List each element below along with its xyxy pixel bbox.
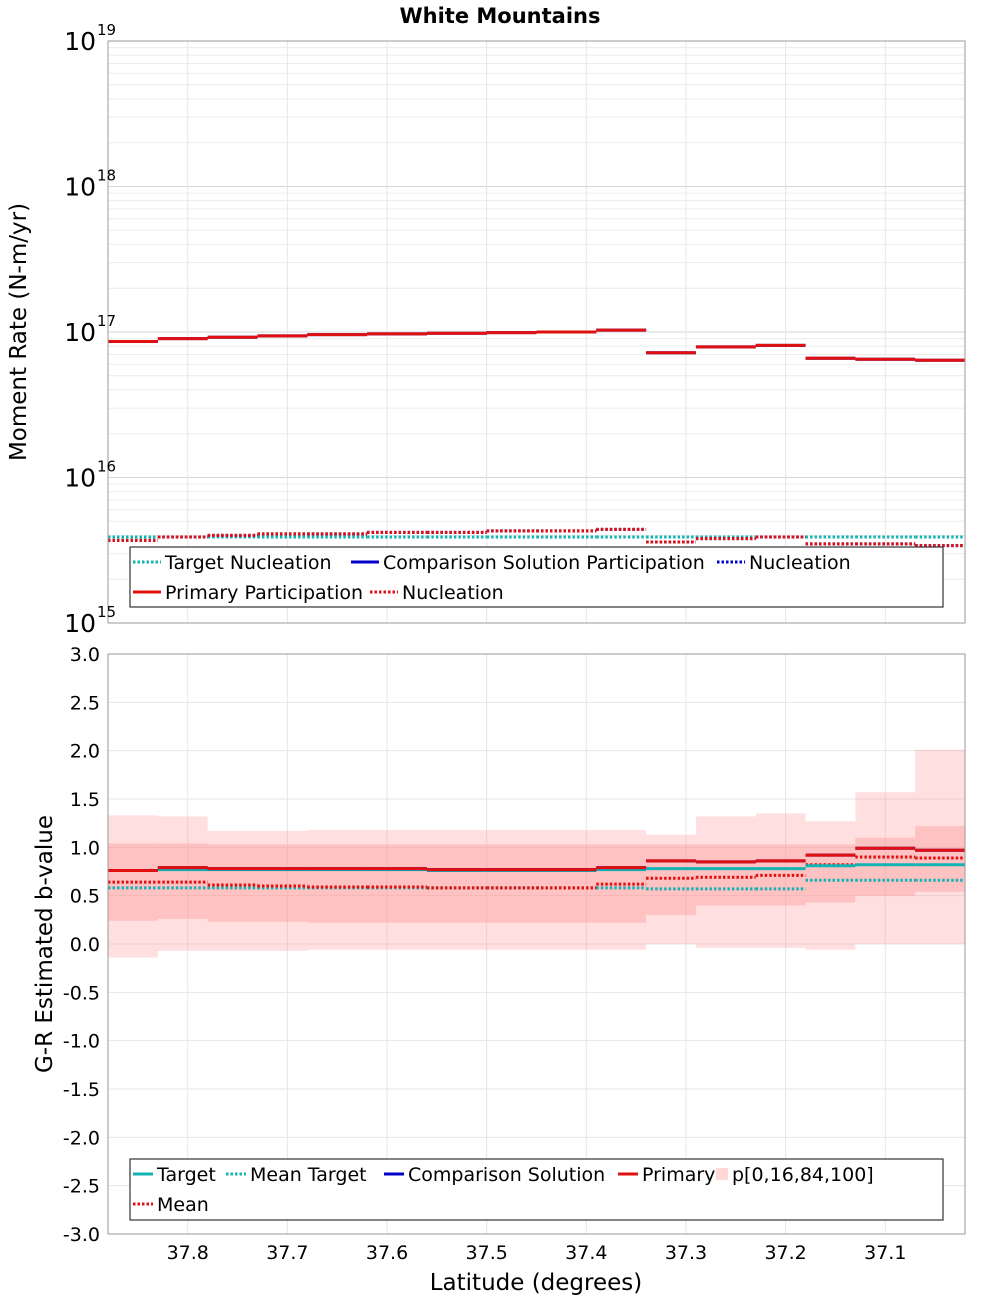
band-inner — [307, 844, 368, 923]
bottom-x-tick-label: 37.8 — [167, 1242, 209, 1264]
band-outer — [536, 829, 597, 950]
legend-label: Comparison Solution Participation — [383, 552, 705, 574]
top-y-tick-label: 10 19 — [64, 21, 116, 56]
x-axis-label: Latitude (degrees) — [430, 1270, 643, 1296]
top-grid — [108, 40, 965, 624]
top-series-4 — [108, 527, 965, 548]
band-inner — [257, 844, 308, 922]
bottom-y-tick-label: 3.0 — [70, 644, 100, 666]
top-series — [108, 328, 965, 548]
top-y-tick-label: 10 15 — [64, 603, 116, 638]
bottom-series-3 — [108, 846, 965, 873]
band-outer — [805, 821, 856, 950]
top-y-axis-label: Moment Rate (N-m/yr) — [6, 203, 32, 461]
top-y-tick-exponent: 16 — [97, 458, 116, 476]
bottom-plot-frame — [107, 653, 966, 1235]
bottom-x-tick-label: 37.5 — [466, 1242, 508, 1264]
b-value-panel: -3.0 -2.5 -2.0 -1.5 -1.0 -0.5 0.0 0.5 1.0 1.5 2.0 2… — [32, 644, 966, 1296]
legend-label: Primary — [642, 1164, 715, 1186]
legend-label: p[0,16,84,100] — [732, 1164, 874, 1186]
top-y-tick-exponent: 19 — [97, 21, 116, 39]
bottom-y-axis-label: G-R Estimated b-value — [32, 815, 58, 1073]
legend-swatch — [716, 1168, 728, 1180]
band-inner — [695, 844, 756, 906]
top-y-tick-base: 10 — [64, 173, 96, 202]
top-y-tick-base: 10 — [64, 609, 96, 638]
band-outer — [755, 813, 806, 948]
top-legend-box — [129, 546, 944, 608]
top-y-tick-base: 10 — [64, 27, 96, 56]
band-outer — [367, 829, 427, 950]
bottom-x-tick-label: 37.4 — [565, 1242, 607, 1264]
legend-label: Nucleation — [402, 582, 504, 604]
bottom-x-tick-label: 37.2 — [764, 1242, 806, 1264]
bottom-x-tick-label: 37.6 — [366, 1242, 408, 1264]
bottom-y-ticks: -3.0 -2.5 -2.0 -1.5 -1.0 -0.5 0.0 0.5 1.0 1.5 2.0 2… — [63, 644, 100, 1246]
top-y-tick-label: 10 17 — [64, 312, 116, 347]
band-inner — [207, 844, 258, 922]
bottom-y-tick-label: 0.0 — [70, 934, 100, 956]
legend-label: Target Nucleation — [164, 552, 332, 574]
band-inner — [486, 844, 537, 923]
bottom-y-tick-label: -3.0 — [63, 1224, 100, 1246]
band-outer — [207, 830, 258, 951]
bottom-y-tick-label: 1.0 — [70, 837, 100, 859]
top-y-tick-exponent: 15 — [97, 603, 116, 621]
top-y-tick-label: 10 18 — [64, 167, 116, 202]
legend-label: Mean Target — [250, 1164, 367, 1186]
bottom-y-tick-label: -2.5 — [63, 1176, 100, 1198]
bottom-series — [108, 846, 965, 891]
band-inner — [426, 844, 487, 923]
bottom-x-tick-label: 37.3 — [665, 1242, 707, 1264]
band-inner — [536, 844, 597, 923]
band-outer — [695, 816, 756, 948]
legend-label: Comparison Solution — [408, 1164, 605, 1186]
top-y-tick-base: 10 — [64, 464, 96, 493]
bottom-y-tick-label: -2.0 — [63, 1127, 100, 1149]
bottom-y-tick-label: -0.5 — [63, 982, 100, 1004]
band-inner — [805, 844, 856, 903]
bottom-x-tick-label: 37.1 — [864, 1242, 906, 1264]
legend-label: Nucleation — [749, 552, 851, 574]
band-outer — [307, 829, 368, 950]
band-outer — [915, 749, 965, 944]
band-outer — [596, 829, 647, 950]
band-inner — [367, 844, 427, 923]
legend-label: Mean — [157, 1194, 209, 1216]
band-outer — [855, 792, 916, 944]
bottom-series-4 — [108, 855, 965, 890]
chart-title: White Mountains — [400, 4, 601, 28]
top-y-tick-base: 10 — [64, 318, 96, 347]
bottom-legend-box — [129, 1158, 944, 1221]
band-outer — [257, 830, 308, 951]
bottom-y-tick-label: 1.5 — [70, 789, 100, 811]
legend-label: Target — [156, 1164, 216, 1186]
bottom-y-tick-label: -1.0 — [63, 1031, 100, 1053]
band-inner — [855, 837, 916, 896]
bottom-y-tick-label: 2.0 — [70, 741, 100, 763]
top-series-3 — [108, 328, 965, 362]
legend-label: Primary Participation — [165, 582, 363, 604]
top-y-tick-exponent: 18 — [97, 167, 116, 185]
bottom-y-tick-label: 2.5 — [70, 692, 100, 714]
top-legend: Target Nucleation Comparison Solution Par… — [129, 546, 944, 608]
bottom-y-tick-label: -1.5 — [63, 1079, 100, 1101]
bottom-x-ticks: 37.8 37.7 37.6 37.5 37.4 37.3 37.2 37.1 — [167, 1242, 907, 1264]
top-plot-frame — [107, 40, 966, 624]
band-outer — [426, 829, 487, 950]
bottom-legend: Target Mean Target Comparison Solution Prim… — [129, 1158, 944, 1221]
bottom-y-tick-label: 0.5 — [70, 886, 100, 908]
top-y-tick-exponent: 17 — [97, 312, 116, 330]
top-y-tick-label: 10 16 — [64, 458, 116, 493]
band-outer — [486, 829, 537, 950]
bottom-x-tick-label: 37.7 — [266, 1242, 308, 1264]
